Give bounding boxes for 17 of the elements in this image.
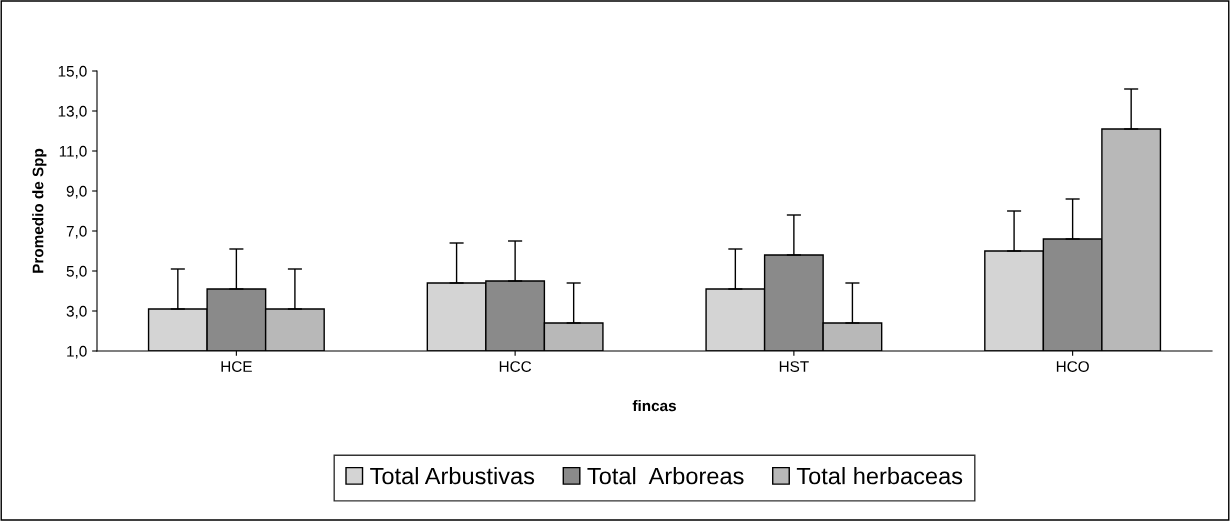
x-tick-label: HCE: [221, 361, 252, 372]
y-tick-label: 5,0: [66, 265, 87, 279]
x-axis-title: fincas: [632, 399, 676, 412]
y-tick-label: 15,0: [58, 65, 87, 79]
x-tick-label: HCO: [1056, 361, 1089, 372]
legend-label: Total herbaceas: [796, 467, 963, 485]
y-axis-title: Promedio de Spp: [32, 148, 47, 273]
y-tick-label: 1,0: [67, 345, 87, 359]
x-tick-label: HCC: [499, 361, 532, 372]
y-tick-label: 9,0: [66, 185, 87, 199]
y-tick-label: 11,0: [59, 145, 87, 159]
y-tick-label: 7,0: [66, 225, 87, 239]
x-tick-label: HST: [779, 361, 809, 372]
y-tick-label: 13,0: [58, 105, 87, 119]
y-tick-label: 3,0: [66, 305, 87, 319]
legend-label: Total Arboreas: [587, 467, 744, 485]
legend-label: Total Arbustivas: [370, 467, 535, 485]
